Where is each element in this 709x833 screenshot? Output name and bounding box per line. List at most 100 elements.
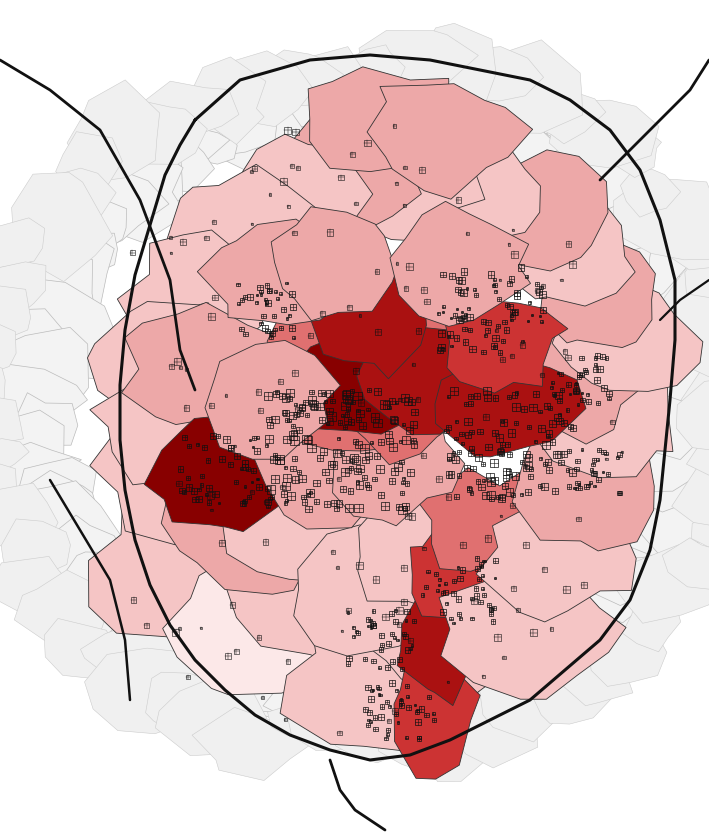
Polygon shape [419, 87, 486, 159]
Polygon shape [4, 392, 78, 446]
Polygon shape [347, 571, 542, 705]
Polygon shape [671, 452, 709, 531]
Polygon shape [86, 123, 183, 208]
Polygon shape [686, 426, 709, 479]
Polygon shape [0, 410, 64, 486]
Polygon shape [609, 391, 702, 460]
Polygon shape [379, 722, 454, 771]
Polygon shape [542, 615, 602, 646]
Polygon shape [0, 309, 69, 399]
Polygon shape [55, 132, 123, 200]
Polygon shape [600, 127, 661, 177]
Polygon shape [319, 697, 432, 763]
Polygon shape [89, 469, 335, 666]
Polygon shape [647, 306, 708, 364]
Polygon shape [442, 692, 538, 768]
Polygon shape [350, 74, 472, 141]
Polygon shape [659, 258, 709, 379]
Polygon shape [490, 122, 555, 176]
Polygon shape [225, 516, 395, 661]
Polygon shape [400, 656, 467, 716]
Polygon shape [172, 112, 238, 164]
Polygon shape [359, 31, 479, 100]
Polygon shape [413, 654, 492, 738]
Polygon shape [610, 545, 709, 623]
Polygon shape [623, 438, 709, 512]
Polygon shape [345, 290, 494, 402]
Polygon shape [0, 483, 58, 555]
Polygon shape [357, 324, 503, 435]
Polygon shape [451, 150, 608, 271]
Polygon shape [568, 186, 683, 255]
Polygon shape [676, 379, 709, 452]
Polygon shape [333, 403, 464, 526]
Polygon shape [533, 574, 638, 666]
Polygon shape [286, 698, 369, 751]
Polygon shape [75, 144, 186, 242]
Polygon shape [214, 51, 313, 127]
Polygon shape [0, 393, 23, 446]
Polygon shape [666, 223, 709, 270]
Polygon shape [0, 327, 89, 432]
Polygon shape [552, 285, 703, 392]
Polygon shape [145, 672, 238, 741]
Polygon shape [390, 202, 530, 327]
Polygon shape [540, 557, 641, 620]
Polygon shape [591, 515, 691, 606]
Polygon shape [274, 345, 401, 451]
Polygon shape [267, 278, 428, 406]
Polygon shape [477, 652, 573, 742]
Polygon shape [150, 646, 240, 708]
Polygon shape [335, 106, 485, 241]
Polygon shape [362, 664, 456, 736]
Polygon shape [0, 262, 46, 313]
Polygon shape [394, 646, 480, 779]
Polygon shape [67, 80, 160, 182]
Polygon shape [384, 50, 494, 169]
Polygon shape [0, 439, 29, 473]
Polygon shape [33, 168, 116, 218]
Polygon shape [1, 519, 70, 576]
Polygon shape [220, 64, 335, 141]
Polygon shape [528, 91, 605, 144]
Polygon shape [628, 447, 709, 553]
Polygon shape [48, 515, 124, 583]
Polygon shape [448, 86, 514, 158]
Polygon shape [192, 707, 311, 781]
Polygon shape [433, 615, 525, 724]
Polygon shape [263, 653, 390, 737]
Polygon shape [295, 327, 445, 434]
Polygon shape [0, 317, 16, 383]
Polygon shape [419, 23, 496, 102]
Polygon shape [275, 111, 421, 228]
Polygon shape [328, 78, 395, 137]
Polygon shape [586, 474, 709, 561]
Polygon shape [187, 663, 258, 714]
Polygon shape [151, 120, 230, 168]
Polygon shape [691, 509, 709, 551]
Polygon shape [642, 280, 706, 333]
Polygon shape [94, 609, 216, 692]
Polygon shape [603, 342, 709, 456]
Polygon shape [293, 73, 372, 138]
Polygon shape [69, 583, 209, 661]
Polygon shape [21, 252, 95, 337]
Polygon shape [0, 285, 30, 348]
Polygon shape [588, 625, 667, 686]
Polygon shape [130, 126, 215, 206]
Polygon shape [197, 219, 362, 325]
Polygon shape [0, 218, 45, 268]
Polygon shape [476, 619, 547, 675]
Polygon shape [552, 170, 620, 212]
Polygon shape [540, 239, 655, 347]
Polygon shape [46, 164, 169, 254]
Polygon shape [0, 358, 5, 408]
Polygon shape [342, 45, 405, 97]
Polygon shape [559, 534, 679, 623]
Polygon shape [69, 575, 134, 621]
Polygon shape [269, 670, 338, 733]
Polygon shape [0, 278, 117, 395]
Polygon shape [117, 230, 273, 348]
Polygon shape [44, 618, 118, 678]
Polygon shape [0, 363, 87, 443]
